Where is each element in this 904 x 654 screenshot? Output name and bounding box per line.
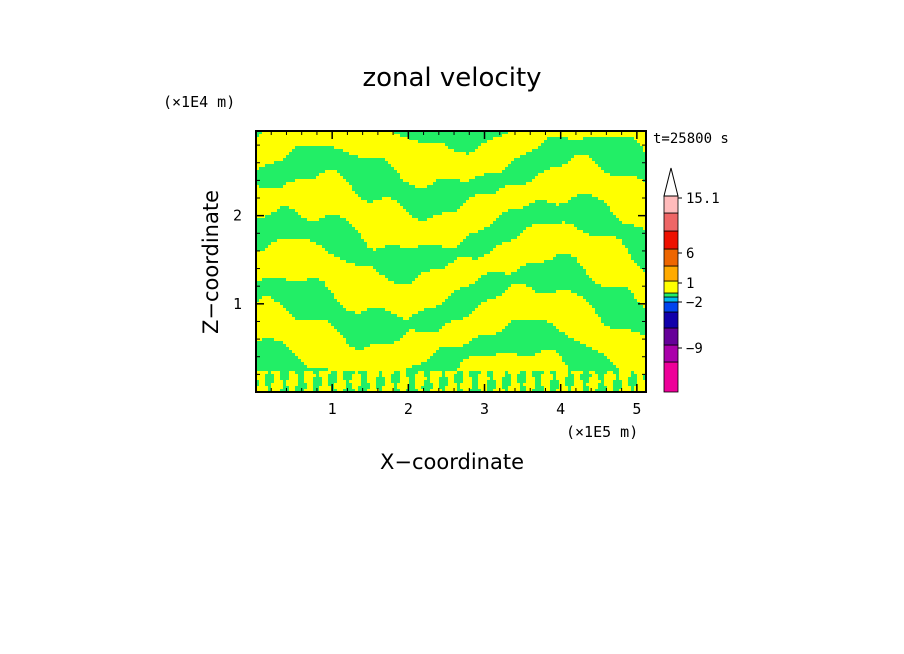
y-tick-label: 2 xyxy=(233,207,242,225)
time-label: t=25800 s xyxy=(653,131,729,147)
y-unit-label: (×1E4 m) xyxy=(163,93,235,111)
contour-field xyxy=(256,131,646,392)
colorbar-segment xyxy=(663,230,679,250)
colorbar-tick-label: 15.1 xyxy=(686,191,720,207)
x-tick-label: 2 xyxy=(404,400,413,418)
colorbar-segment xyxy=(663,265,679,282)
colorbar-tick-label: −9 xyxy=(686,341,703,357)
colorbar-segment xyxy=(663,248,679,267)
x-tick-label: 4 xyxy=(556,400,565,418)
x-axis-label: X−coordinate xyxy=(380,450,524,474)
y-axis-ticks: 12 xyxy=(233,144,646,375)
colorbar-tick-label: −2 xyxy=(686,295,703,311)
colorbar: 15.1 6 1 −2 −9 xyxy=(663,167,720,393)
colorbar-segment xyxy=(663,292,679,298)
x-tick-label: 5 xyxy=(632,400,641,418)
chart-title: zonal velocity xyxy=(362,63,541,93)
colorbar-tick-label: 6 xyxy=(686,246,694,262)
colorbar-segment xyxy=(663,195,679,214)
colorbar-segment xyxy=(663,361,679,393)
y-axis-label: Z−coordinate xyxy=(199,190,223,334)
colorbar-segment xyxy=(663,301,679,313)
colorbar-tick-label: 1 xyxy=(686,276,694,292)
colorbar-segment xyxy=(663,344,679,363)
y-tick-label: 1 xyxy=(233,295,242,313)
colorbar-segment xyxy=(663,327,679,346)
x-tick-label: 3 xyxy=(480,400,489,418)
colorbar-segment xyxy=(663,311,679,329)
colorbar-segment xyxy=(663,296,679,303)
colorbar-segment xyxy=(663,280,679,294)
negative-velocity-regions xyxy=(256,131,646,392)
colorbar-extend-max xyxy=(663,167,679,197)
plot-frame xyxy=(255,130,647,393)
x-axis-ticks: 1 2 3 4 5 xyxy=(270,131,641,418)
x-unit-label: (×1E5 m) xyxy=(566,423,638,441)
x-tick-label: 1 xyxy=(328,400,337,418)
colorbar-segment xyxy=(663,212,679,232)
